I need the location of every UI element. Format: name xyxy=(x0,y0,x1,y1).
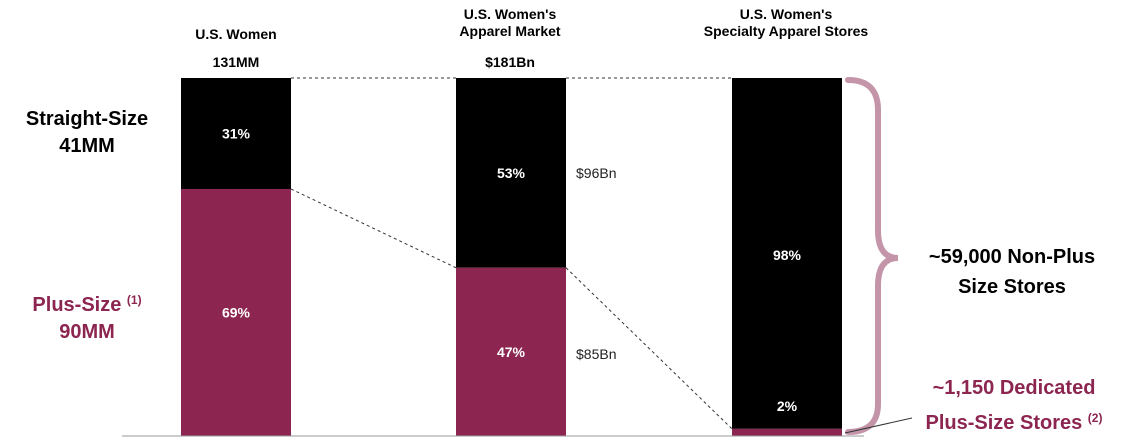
plus-size-footnote: (1) xyxy=(126,293,142,307)
bar-straight-women xyxy=(181,78,291,189)
connectors-layer xyxy=(290,77,733,430)
curly-brace xyxy=(845,77,899,435)
column-total-apparel-market: $181Bn xyxy=(485,54,535,70)
bar-plus-specialty-stores xyxy=(732,428,842,436)
bar-straight-apparel-market xyxy=(456,78,566,268)
dedicated-stores-footnote: (2) xyxy=(1087,411,1103,425)
column-total-women: 131MM xyxy=(212,54,260,70)
connector-split-2 xyxy=(565,267,733,430)
dedicated-pointer-line xyxy=(844,417,913,434)
label-straight-apparel-market: 53% xyxy=(497,165,526,181)
label-plus-women: 69% xyxy=(222,304,251,320)
label-straight-women: 31% xyxy=(222,125,251,141)
column-title-apparel-market: U.S. Women's Apparel Market xyxy=(459,6,561,39)
plus-size-market-value: $85Bn xyxy=(576,346,617,362)
bars-layer: 31% 69% 53% 47% 98% 2% xyxy=(181,78,842,436)
connector-split-1 xyxy=(290,188,457,269)
plus-size-label: Plus-Size (1) 90MM xyxy=(32,293,142,343)
column-title-specialty-stores: U.S. Women's Specialty Apparel Stores xyxy=(703,6,869,39)
bar-plus-apparel-market xyxy=(456,267,566,436)
label-plus-apparel-market: 47% xyxy=(497,344,526,360)
column-title-women: U.S. Women xyxy=(195,26,277,42)
label-straight-specialty-stores: 98% xyxy=(773,247,802,263)
dedicated-plus-stores-label: ~1,150 Dedicated Plus-Size Stores (2) xyxy=(925,377,1103,434)
label-plus-specialty-stores: 2% xyxy=(777,398,798,414)
non-plus-stores-label: ~59,000 Non-Plus Size Stores xyxy=(928,246,1096,298)
bar-straight-specialty-stores xyxy=(732,78,842,429)
bar-plus-women xyxy=(181,188,291,436)
straight-size-label: Straight-Size 41MM xyxy=(25,108,149,157)
straight-size-market-value: $96Bn xyxy=(576,165,617,181)
